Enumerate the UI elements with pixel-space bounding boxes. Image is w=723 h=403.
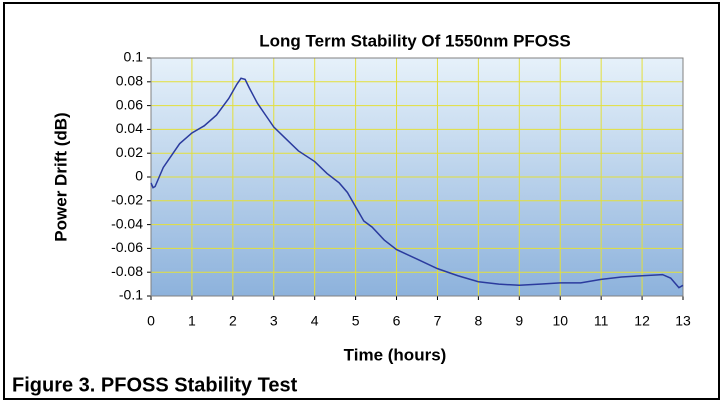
- y-tick-label: 0.08: [116, 73, 143, 89]
- plot-border: [150, 57, 684, 297]
- y-tick-label: -0.06: [111, 239, 143, 255]
- x-tick-label: 9: [515, 313, 523, 329]
- x-tick-label: 1: [188, 313, 196, 329]
- y-tick-label: 0.02: [116, 144, 143, 160]
- chart-title: Long Term Stability Of 1550nm PFOSS: [259, 31, 570, 50]
- x-axis-label: Time (hours): [344, 345, 447, 364]
- y-tick-label: -0.1: [119, 287, 143, 303]
- figure-caption: Figure 3. PFOSS Stability Test: [12, 374, 298, 396]
- x-tick-label: 8: [474, 313, 482, 329]
- x-tick-label: 3: [270, 313, 278, 329]
- y-tick-label: 0.06: [116, 96, 143, 112]
- x-tick-label: 6: [393, 313, 401, 329]
- x-tick-label: 12: [634, 313, 650, 329]
- x-tick-label: 0: [147, 313, 155, 329]
- y-axis-label: Power Drift (dB): [51, 112, 70, 241]
- x-tick-label: 7: [434, 313, 442, 329]
- x-tick-label: 13: [675, 313, 691, 329]
- x-tick-label: 11: [594, 313, 609, 329]
- x-tick-label: 5: [352, 313, 360, 329]
- y-tick-label: -0.02: [111, 192, 143, 208]
- x-tick-label: 10: [552, 313, 568, 329]
- y-tick-label: 0.04: [116, 120, 143, 136]
- y-tick-label: 0.1: [124, 49, 144, 65]
- y-tick-label: -0.04: [111, 215, 143, 231]
- x-tick-label: 2: [229, 313, 237, 329]
- x-tick-label: 4: [311, 313, 319, 329]
- data-line: [150, 77, 684, 289]
- y-tick-label: -0.08: [111, 263, 143, 279]
- y-tick-label: 0: [135, 168, 143, 184]
